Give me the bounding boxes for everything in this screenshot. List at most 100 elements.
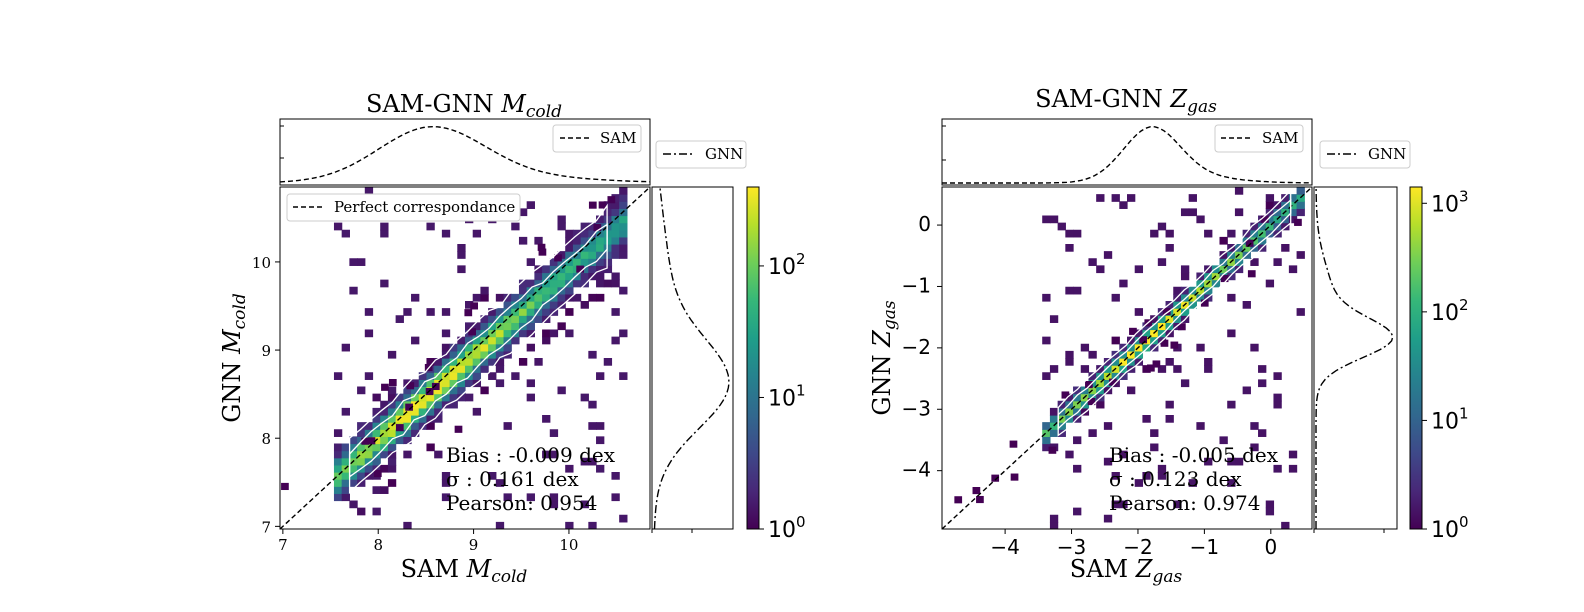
heatmap-cell	[1087, 397, 1096, 406]
heatmap-cell	[576, 265, 584, 273]
heatmap-cell	[464, 309, 473, 317]
panel2-identity-line	[941, 186, 1313, 530]
heatmap-cell	[1250, 443, 1259, 452]
heatmap-cell	[1065, 244, 1074, 252]
heatmap-cell	[1096, 265, 1105, 274]
heatmap-cell	[549, 279, 559, 288]
heatmap-cell	[457, 365, 466, 373]
heatmap-cell	[1065, 350, 1074, 359]
heatmap-cell	[1242, 244, 1251, 252]
heatmap-cell	[611, 244, 620, 252]
heatmap-cell	[357, 422, 366, 430]
heatmap-cell	[1258, 365, 1267, 373]
heatmap-cell	[1042, 336, 1051, 345]
panel1-top-marginal-frame	[279, 118, 651, 186]
heatmap-cell	[526, 393, 535, 402]
heatmap-cell	[1147, 364, 1155, 372]
heatmap-cell	[426, 400, 435, 409]
heatmap-cell	[526, 286, 535, 295]
heatmap-cell	[1119, 350, 1128, 359]
panel2-stat-bias: Bias : -0.005 dex	[1109, 443, 1279, 467]
heatmap-cell	[387, 415, 397, 423]
panel2-top-legend: SAM	[1214, 124, 1304, 153]
heatmap-cell	[1049, 429, 1059, 437]
heatmap-cell	[542, 272, 551, 281]
colorbar-tick-label: 101	[1431, 404, 1469, 434]
heatmap-cell	[441, 493, 451, 502]
heatmap-cell	[387, 443, 397, 452]
panel2-right-legend: GNN	[1319, 140, 1411, 169]
heatmap-cell	[364, 308, 374, 316]
heatmap-cell	[1103, 457, 1113, 466]
heatmap-cell	[387, 450, 397, 459]
heatmap-cell	[511, 372, 520, 380]
heatmap-cell	[1265, 222, 1275, 231]
heatmap-cell	[1042, 443, 1051, 452]
heatmap-cell	[380, 422, 389, 430]
heatmap-cell	[364, 372, 374, 380]
heatmap-cell	[526, 293, 535, 302]
heatmap-cell	[380, 279, 389, 288]
heatmap-cell	[372, 443, 381, 452]
heatmap-cell	[554, 254, 562, 262]
x-tick-label: 7	[278, 536, 288, 554]
heatmap-cell	[333, 472, 343, 480]
heatmap-cell	[611, 279, 620, 288]
heatmap-cell	[1258, 379, 1267, 388]
heatmap-cell	[1281, 244, 1290, 252]
panel2-contours	[1057, 188, 1292, 437]
x-tick-label: 9	[469, 536, 479, 554]
heatmap-cell	[1227, 479, 1236, 487]
heatmap-cell	[511, 315, 520, 323]
heatmap-cell	[426, 372, 435, 380]
heatmap-cell	[1127, 343, 1136, 352]
x-tick-label: −2	[1123, 535, 1152, 559]
heatmap-cell	[518, 279, 528, 288]
heatmap-cell	[991, 474, 1000, 482]
heatmap-cell	[596, 244, 605, 252]
heatmap-cell	[603, 229, 613, 238]
heatmap-cell	[1242, 301, 1251, 309]
heatmap-cell	[503, 308, 512, 316]
heatmap-cell	[1170, 341, 1179, 349]
heatmap-cell	[411, 379, 420, 388]
heatmap-cell	[480, 322, 489, 331]
heatmap-cell	[349, 450, 358, 459]
heatmap-cell	[1220, 274, 1229, 283]
heatmap-cell	[1165, 244, 1174, 252]
heatmap-cell	[465, 343, 474, 352]
heatmap-cell	[1042, 436, 1051, 445]
heatmap-cell	[1111, 500, 1120, 509]
y-tick-label: 8	[261, 430, 271, 448]
panel1-y-axis: 7 8 9 10	[252, 254, 280, 536]
heatmap-cell	[1227, 400, 1236, 409]
heatmap-cell	[281, 482, 289, 491]
heatmap-cell	[603, 208, 613, 217]
colorbar-tick-label: 100	[1431, 513, 1469, 543]
heatmap-cell	[1073, 507, 1082, 516]
heatmap-cell	[480, 293, 489, 302]
heatmap-cell	[341, 407, 350, 416]
heatmap-cell	[388, 379, 397, 387]
heatmap-cell	[549, 429, 559, 437]
heatmap-cell	[580, 258, 589, 266]
heatmap-cell	[593, 224, 602, 232]
heatmap-cell	[1073, 407, 1082, 416]
heatmap-cell	[1180, 286, 1190, 295]
heatmap-cell	[542, 286, 551, 295]
heatmap-cell	[349, 258, 358, 266]
heatmap-cell	[1204, 358, 1213, 366]
heatmap-cell	[1049, 365, 1059, 373]
heatmap-cell	[380, 222, 389, 231]
y-tick-label: 10	[252, 254, 271, 272]
heatmap-cell	[1065, 393, 1074, 402]
heatmap-cell	[534, 293, 543, 302]
heatmap-cell	[565, 293, 574, 302]
heatmap-cell	[1085, 381, 1093, 389]
heatmap-cell	[480, 336, 489, 345]
heatmap-cell	[480, 358, 489, 366]
panel2-x-axis: −4 −3 −2 −1 0	[990, 529, 1277, 559]
panel1-top-legend-label: SAM	[600, 129, 636, 147]
heatmap-cell	[372, 457, 381, 466]
heatmap-cell	[619, 194, 628, 202]
